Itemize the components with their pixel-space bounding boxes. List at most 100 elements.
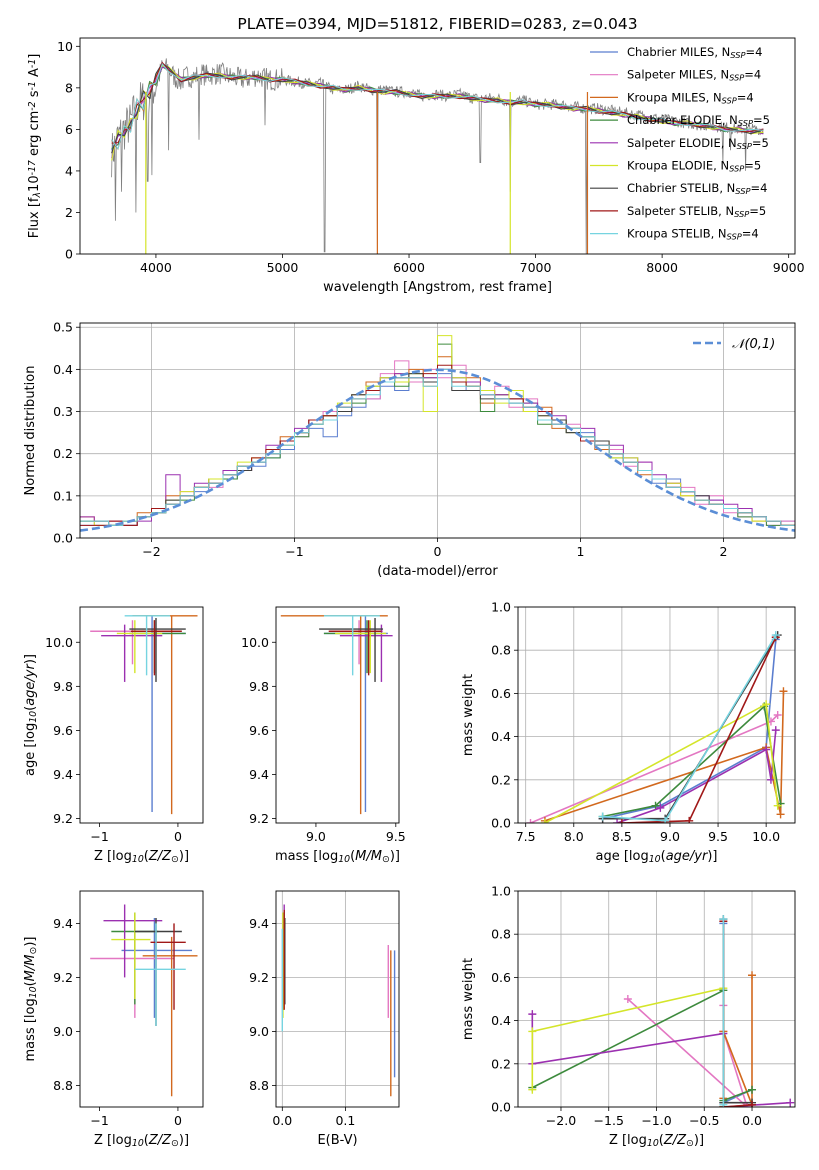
legend-label: Salpeter STELIB, NSSP=5 xyxy=(627,204,766,219)
errorbar-1 xyxy=(134,615,186,812)
x-tick-label: −2.0 xyxy=(546,1113,576,1128)
plot-area xyxy=(90,904,198,1097)
y-axis-label: age [log10(age/yr)] xyxy=(23,654,39,776)
label-segment: erg cm xyxy=(27,111,42,160)
weight-marker xyxy=(776,810,785,819)
y-tick-label: 0.2 xyxy=(491,1056,511,1071)
y-tick-label: 2 xyxy=(65,205,73,220)
y-tick-label: 9.2 xyxy=(53,811,73,826)
y-tick-label: 0.3 xyxy=(53,404,73,419)
panel-residuals: −2 −1 0 1 2 0.0 0.1 0.2 0.3 0.4 0.5 (data-model)/er… xyxy=(23,320,796,579)
axes-frame xyxy=(79,322,796,539)
y-tick-label: 0.0 xyxy=(491,816,511,831)
y-tick-label: 0.6 xyxy=(491,970,511,985)
x-tick-label: 0 xyxy=(174,1113,182,1128)
model-line-6 xyxy=(111,65,764,161)
label-segment: age/yr xyxy=(666,849,709,864)
axes-frame xyxy=(79,37,796,255)
label-segment: SSP xyxy=(735,186,750,196)
x-axis-label: (data-model)/error xyxy=(377,564,498,579)
label-segment: Chabrier MILES, N xyxy=(627,45,730,59)
y-tick-label: 8 xyxy=(65,80,73,95)
label-segment: =4 xyxy=(745,45,762,59)
label-segment: ⊙ xyxy=(28,947,39,955)
axes-frame xyxy=(517,890,796,1108)
label-segment: PLATE=0394, MJD=51812, FIBERID=0283, z=0… xyxy=(237,15,637,33)
x-tick-label: −1 xyxy=(90,1113,108,1128)
label-segment: mass [log xyxy=(23,998,38,1061)
panel-mass-vs-z: −1 08.89.09.29.4Z [log10(Z/Z⊙)]mass [log1… xyxy=(23,890,204,1149)
panel-weight-vs-age: 7.5 8.0 8.5 9.0 9.5 10.0 0.0 0.2 0.4 0.6 0.8 1.0 age… xyxy=(461,600,796,865)
label-segment: )] xyxy=(23,937,38,947)
label-segment: Salpeter STELIB, N xyxy=(627,204,734,218)
errorbar-9 xyxy=(124,615,171,676)
label-segment: mass weight xyxy=(461,674,476,756)
y-tick-label: 1.0 xyxy=(491,600,511,615)
weight-marker xyxy=(748,1100,757,1107)
y-tick-label: 0.6 xyxy=(491,686,511,701)
label-segment: SSP xyxy=(734,209,749,219)
label-segment: ( xyxy=(23,706,38,711)
plot-area xyxy=(526,631,788,823)
y-tick-label: 8.8 xyxy=(249,1078,269,1093)
weight-marker xyxy=(766,775,775,784)
y-axis-label: mass [log10(M/M⊙)] xyxy=(23,937,39,1062)
legend-label: Kroupa STELIB, NSSP=4 xyxy=(627,227,759,242)
x-tick-label: 8.5 xyxy=(612,829,632,844)
y-tick-label: 10.0 xyxy=(45,635,73,650)
x-tick-label: 7.5 xyxy=(516,829,536,844)
plot-area xyxy=(90,615,198,815)
x-axis-label: E(B-V) xyxy=(317,1133,357,1148)
panel-weight-vs-z: −2.0 −1.5 −1.0 −0.5 0.0 0.0 0.2 0.4 0.6 0.8 1.0 Z [… xyxy=(461,884,796,1149)
y-tick-label: 9.8 xyxy=(53,679,73,694)
x-tick-label: −0.5 xyxy=(689,1113,719,1128)
axes-frame xyxy=(79,606,204,824)
x-tick-label: 9.0 xyxy=(306,829,326,844)
legend-label: Chabrier MILES, NSSP=4 xyxy=(627,45,762,60)
weight-line xyxy=(602,639,777,820)
y-tick-label: 0.0 xyxy=(491,1100,511,1115)
weight-marker xyxy=(528,1010,537,1019)
weight-line xyxy=(602,704,782,818)
x-axis-label: Z [log10(Z/Z⊙)] xyxy=(94,849,189,865)
x-tick-label: 4000 xyxy=(140,260,172,275)
weight-marker xyxy=(779,687,788,696)
legend-label: Salpeter ELODIE, NSSP=5 xyxy=(627,136,769,151)
errorbar-7 xyxy=(134,918,182,1026)
label-segment: ( xyxy=(23,981,38,986)
y-tick-label: 9.4 xyxy=(53,767,73,782)
weight-marker xyxy=(617,819,626,823)
weight-marker xyxy=(773,711,782,719)
weight-series-9 xyxy=(598,631,780,823)
weight-marker xyxy=(719,915,728,924)
legend-label: Chabrier STELIB, NSSP=4 xyxy=(627,181,767,196)
errorbar-6 xyxy=(111,912,151,999)
y-tick-label: 9.6 xyxy=(249,723,269,738)
weight-series-3 xyxy=(719,971,757,1107)
label-segment: age [log xyxy=(23,723,38,776)
label-segment: Z/Z xyxy=(148,849,172,864)
label-segment: -1 xyxy=(27,81,38,90)
label-segment: Normed distribution xyxy=(23,366,38,496)
label-segment: )] xyxy=(179,1133,189,1148)
label-segment: =4 xyxy=(744,68,761,82)
weight-line xyxy=(544,691,785,822)
errorbar-7 xyxy=(129,618,186,682)
errorbar-5 xyxy=(339,624,393,682)
weight-series-5 xyxy=(528,1010,795,1107)
errorbar-3 xyxy=(280,615,388,815)
x-tick-label: 9.5 xyxy=(708,829,728,844)
y-tick-label: 9.2 xyxy=(249,811,269,826)
label-segment: ⊙ xyxy=(382,854,390,865)
label-segment: wavelength [Angstrom, rest frame] xyxy=(323,280,552,295)
y-tick-label: 9.0 xyxy=(249,1024,269,1039)
errorbar-8 xyxy=(130,620,182,676)
label-segment: Chabrier STELIB, N xyxy=(627,181,735,195)
y-tick-label: 1.0 xyxy=(491,884,511,899)
y-tick-label: 8.8 xyxy=(53,1078,73,1093)
x-tick-label: 0.0 xyxy=(272,1113,292,1128)
label-segment: =4 xyxy=(737,90,754,104)
y-tick-label: 0.0 xyxy=(53,531,73,546)
y-tick-label: 0 xyxy=(65,247,73,262)
label-segment: Z [log xyxy=(94,1133,132,1148)
